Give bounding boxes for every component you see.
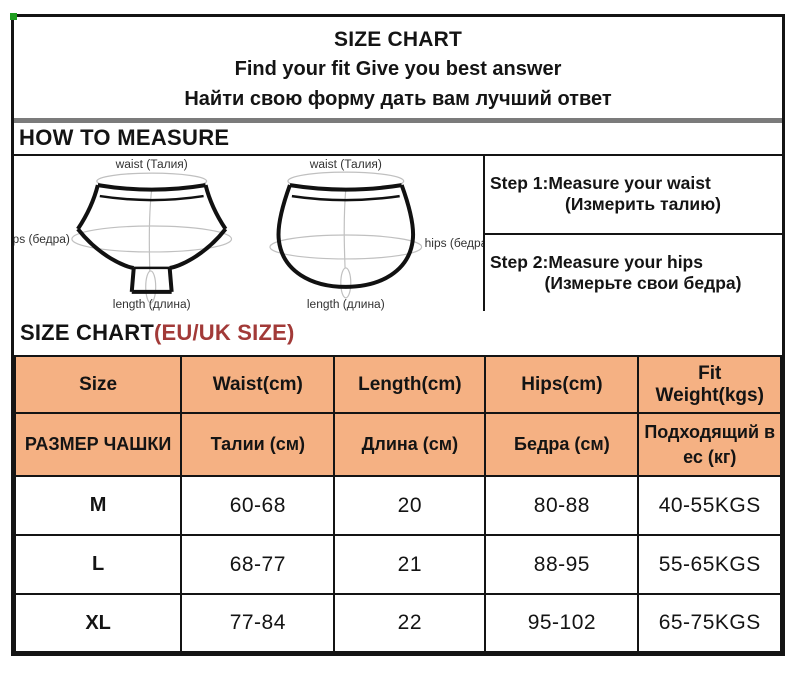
cell-length: 21 [333, 534, 487, 595]
cell-weight: 40-55KGS [637, 475, 782, 536]
brief-right-leg [169, 227, 228, 270]
col-header-length: Length(cm) [333, 355, 487, 414]
col-header-waist: Waist(cm) [180, 355, 336, 414]
measure-diagrams: waist (Талия) hips (бедра) length (длина… [14, 156, 483, 311]
col-header-weight-ru: Подходящий в ес (кг) [637, 412, 782, 477]
boyshort-diagram: waist (Талия) hips (бедра) length (длина… [268, 157, 483, 311]
header-row-ru: РАЗМЕР ЧАШКИ Талии (см) Длина (см) Бедра… [13, 412, 782, 477]
waist-label-2: waist (Талия) [308, 157, 381, 171]
cell-length: 20 [333, 475, 487, 536]
step-2-text-ru: (Измерьте свои бедра) [544, 272, 742, 293]
size-chart-heading-black: SIZE CHART [20, 319, 154, 345]
cell-length: 22 [333, 593, 487, 653]
how-to-measure-heading: HOW TO MEASURE [14, 123, 782, 156]
cell-hips: 95-102 [484, 593, 640, 653]
waistband-bottom-2 [291, 194, 400, 202]
header: SIZE CHART Find your fit Give you best a… [14, 17, 782, 118]
brief-diagram: waist (Талия) hips (бедра) length (длина… [14, 157, 233, 311]
size-chart-sheet: SIZE CHART Find your fit Give you best a… [10, 13, 785, 656]
size-chart-heading: SIZE CHART (EU/UK SIZE) [14, 311, 782, 356]
col-header-hips: Hips(cm) [484, 355, 640, 414]
waistband-bottom-1 [99, 194, 204, 202]
length-tail-1 [145, 270, 157, 304]
cell-waist: 60-68 [180, 475, 336, 536]
step-1: Step 1:Measure your waist (Измерить тали… [485, 156, 782, 235]
brief-left-side [76, 184, 100, 231]
subtitle-en: Find your fit Give you best answer [234, 58, 562, 81]
length-label-1: length (длина) [113, 297, 191, 311]
waist-label-1: waist (Талия) [115, 157, 188, 171]
hips-label-2: hips (бедра) [424, 236, 483, 250]
table-row-xl: XL 77-84 22 95-102 65-75KGS [13, 593, 782, 653]
length-label-2: length (длина) [306, 297, 384, 311]
measure-section: waist (Талия) hips (бедра) length (длина… [14, 155, 782, 311]
step-2-text: Step 2:Measure your hips [490, 251, 703, 272]
step-1-text: Step 1:Measure your waist [490, 173, 711, 193]
boyshort-outline [276, 184, 415, 289]
header-row-en: Size Waist(cm) Length(cm) Hips(cm) Fit W… [13, 355, 782, 414]
waistband-top-2 [289, 183, 402, 192]
subtitle-ru: Найти свою форму дать вам лучший ответ [184, 88, 612, 111]
col-header-size: Size [13, 355, 183, 414]
measure-steps: Step 1:Measure your waist (Измерить тали… [483, 155, 782, 311]
cell-hips: 80-88 [484, 475, 640, 536]
cell-waist: 77-84 [180, 593, 336, 653]
brief-gusset [129, 267, 174, 294]
green-corner-artifact [10, 13, 17, 20]
brief-right-side [203, 184, 228, 231]
page-title: SIZE CHART [334, 27, 462, 51]
step-2: Step 2:Measure your hips (Измерьте свои … [485, 235, 782, 311]
size-chart-table: Size Waist(cm) Length(cm) Hips(cm) Fit W… [13, 355, 782, 653]
table-row-l: L 68-77 21 88-95 55-65KGS [13, 534, 782, 595]
length-tail-2 [339, 267, 351, 299]
cell-size: L [13, 534, 183, 595]
size-chart-heading-red: (EU/UK SIZE) [154, 319, 295, 345]
cell-hips: 88-95 [484, 534, 640, 595]
col-header-weight: Fit Weight(kgs) [637, 355, 782, 414]
cell-size: XL [13, 593, 183, 653]
hips-label-1: hips (бедра) [14, 232, 70, 246]
step-1-text-ru: (Измерить талию) [565, 194, 721, 214]
cell-size: M [13, 475, 183, 536]
col-header-length-ru: Длина (см) [333, 412, 487, 477]
table-row-m: M 60-68 20 80-88 40-55KGS [13, 475, 782, 536]
waistband-top-1 [97, 183, 206, 192]
col-header-size-ru: РАЗМЕР ЧАШКИ [13, 412, 183, 477]
hips-ellipse-2 [268, 234, 422, 260]
cell-waist: 68-77 [180, 534, 336, 595]
cell-weight: 65-75KGS [637, 593, 782, 653]
cell-weight: 55-65KGS [637, 534, 782, 595]
brief-left-leg [76, 227, 135, 270]
hips-ellipse-1 [71, 225, 233, 253]
section-divider [14, 117, 782, 123]
col-header-waist-ru: Талии (см) [180, 412, 336, 477]
col-header-hips-ru: Бедра (см) [484, 412, 640, 477]
